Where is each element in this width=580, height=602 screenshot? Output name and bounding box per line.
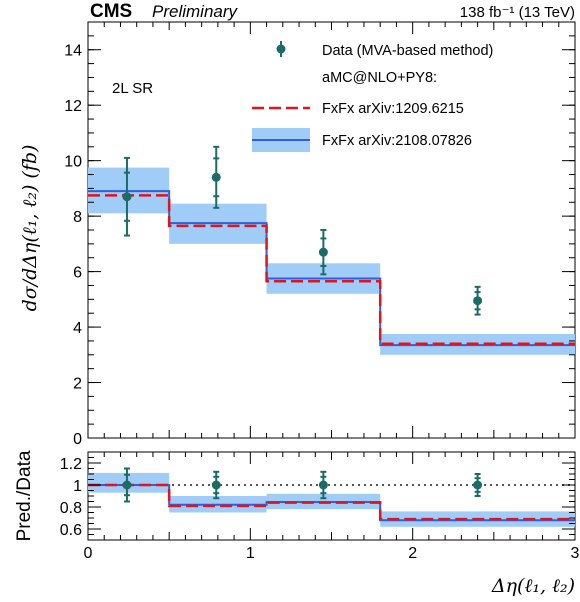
luminosity-label: 138 fb⁻¹ (13 TeV)	[460, 4, 575, 21]
ratio-y-tick-label: 1.2	[60, 456, 82, 473]
ratio-data-point	[122, 480, 132, 490]
main-y-tick-label: 2	[73, 376, 82, 393]
main-y-tick-label: 12	[64, 98, 82, 115]
experiment-label: CMS	[90, 1, 132, 22]
main-data-point	[473, 296, 483, 306]
ratio-y-tick-label: 1	[73, 478, 82, 495]
ratio-uncertainty-band	[88, 472, 575, 527]
main-y-tick-label: 10	[64, 154, 82, 171]
x-tick-label: 3	[571, 545, 580, 562]
main-panel: 0 2 4 6 8 10 12 14 2L SR Data (MVA-based method…	[64, 21, 576, 448]
main-series-fxfx-old	[88, 194, 575, 345]
legend-generator-label: aMC@NLO+PY8:	[322, 70, 437, 86]
ratio-prediction-lines	[88, 483, 575, 522]
ratio-data-point	[473, 480, 483, 490]
main-data-point	[211, 172, 221, 182]
ratio-series-fxfx-old	[88, 483, 575, 521]
ratio-data-points	[122, 467, 483, 503]
legend-fxfx-new-label: FxFx arXiv:2108.07826	[322, 133, 472, 149]
main-y-axis-title: dσ/dΔη(ℓ₁, ℓ₂) (fb)	[19, 145, 41, 312]
legend-data-marker	[276, 41, 286, 57]
main-y-tick-label: 0	[73, 431, 82, 448]
main-y-tick-label: 6	[73, 265, 82, 282]
x-tick-label: 0	[84, 545, 93, 562]
x-axis-title: Δη(ℓ₁, ℓ₂)	[491, 575, 575, 597]
x-tick-label: 2	[408, 545, 417, 562]
legend-data-label: Data (MVA-based method)	[322, 43, 493, 59]
ratio-y-axis: 0.6 0.8 1 1.2	[60, 451, 575, 541]
legend-data-dot	[276, 44, 286, 54]
ratio-y-tick-label: 0.8	[60, 500, 82, 517]
main-y-tick-label: 14	[64, 43, 82, 60]
ratio-y-axis-title: Pred./Data	[14, 450, 35, 541]
main-y-axis: 0 2 4 6 8 10 12 14	[64, 21, 575, 448]
ratio-data-point	[318, 480, 328, 490]
ratio-data-point	[211, 480, 221, 490]
legend: Data (MVA-based method) aMC@NLO+PY8: FxF…	[252, 41, 493, 152]
ratio-y-tick-label: 0.6	[60, 522, 82, 539]
x-tick-label: 1	[246, 545, 255, 562]
main-data-points	[122, 145, 483, 316]
status-label: Preliminary	[152, 2, 239, 21]
main-data-point	[122, 192, 132, 202]
main-y-tick-label: 8	[73, 209, 82, 226]
legend-fxfx-old-label: FxFx arXiv:1209.6215	[322, 101, 464, 117]
x-axis: 0 1 2 3	[84, 22, 580, 562]
region-label: 2L SR	[112, 80, 153, 97]
main-y-tick-label: 4	[73, 320, 82, 337]
main-prediction-lines	[88, 190, 575, 347]
main-data-point	[318, 247, 328, 257]
